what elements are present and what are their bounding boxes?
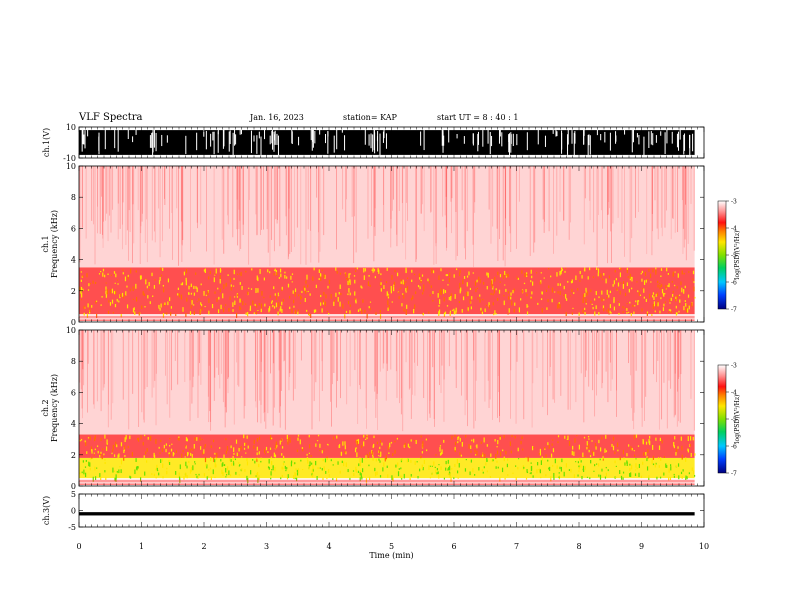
spectrogram-band-2-1	[79, 457, 695, 479]
xtick-label-0: 0	[76, 542, 81, 551]
ytick-label-2-0: 0	[71, 482, 76, 491]
spectrogram-band-1-1	[79, 267, 695, 315]
ytick-label-0-1: -10	[63, 154, 76, 163]
ytick-label-0-0: 10	[66, 123, 76, 132]
ytick-label-2-4: 8	[71, 357, 76, 366]
colorbar-tick-label-2-3: -6	[731, 444, 737, 451]
chart-start-ut: start UT = 8 : 40 : 1	[437, 113, 519, 122]
xtick-label-3: 3	[264, 542, 269, 551]
chart-title: VLF Spectra	[79, 112, 143, 123]
waveform-ch3-signal	[79, 512, 695, 516]
x-axis-label: Time (min)	[369, 551, 413, 560]
colorbar-tick-label-1-2: -5	[731, 253, 737, 260]
ytick-label-1-1: 2	[71, 287, 76, 296]
ytick-label-2-2: 4	[71, 420, 76, 429]
xtick-label-2: 2	[201, 542, 206, 551]
colorbar-tick-label-2-0: -3	[731, 363, 737, 370]
xtick-label-6: 6	[451, 542, 456, 551]
xtick-label-9: 9	[639, 542, 644, 551]
xtick-label-1: 1	[139, 542, 144, 551]
ytick-label-3-2: -5	[68, 523, 76, 532]
waveform-ch1-signal	[79, 127, 695, 160]
xtick-label-4: 4	[326, 542, 331, 551]
ylabel-1-line2: Frequency (kHz)	[50, 210, 59, 278]
ytick-label-1-4: 8	[71, 193, 76, 202]
xtick-label-10: 10	[699, 542, 709, 551]
colorbar-tick-label-2-1: -4	[731, 390, 737, 397]
ylabel-2-line1: ch.2	[41, 399, 50, 416]
ylabel-3: ch.3(V)	[42, 496, 51, 525]
ytick-label-1-3: 6	[71, 224, 76, 233]
colorbar-tick-label-1-3: -6	[731, 280, 737, 287]
xtick-label-8: 8	[576, 542, 581, 551]
colorbar-tick-label-1-0: -3	[731, 199, 737, 206]
ytick-label-3-0: 5	[71, 490, 76, 499]
ytick-label-3-1: 0	[71, 507, 76, 516]
colorbar-tick-label-1-1: -4	[731, 226, 737, 233]
ytick-label-2-3: 6	[71, 388, 76, 397]
colorbar-tick-label-2-2: -5	[731, 417, 737, 424]
ylabel-1-line1: ch.1	[41, 235, 50, 252]
chart-station: station= KAP	[343, 113, 397, 122]
spectrogram-texture-1	[79, 166, 696, 321]
ytick-label-1-0: 0	[71, 318, 76, 327]
spectrogram-band-1-0	[79, 317, 695, 322]
ytick-label-2-1: 2	[71, 451, 76, 460]
ytick-label-1-5: 10	[66, 162, 76, 171]
colorbar-label-2: log(PSD)(V²/Hz)	[734, 395, 741, 444]
ytick-label-1-2: 4	[71, 256, 76, 265]
ylabel-0: ch.1(V)	[42, 128, 51, 157]
colorbar-tick-label-1-4: -7	[731, 307, 737, 314]
spectrogram-band-2-0	[79, 481, 695, 486]
colorbar-label-1: log(PSD)(V²/Hz)	[734, 231, 741, 280]
xtick-label-7: 7	[514, 542, 519, 551]
ylabel-2-line2: Frequency (kHz)	[50, 374, 59, 442]
chart-date: Jan. 16, 2023	[250, 113, 304, 122]
colorbar-tick-label-2-4: -7	[731, 471, 737, 478]
spectrogram-band-1-2	[79, 166, 695, 268]
spectrogram-texture-2	[79, 330, 696, 485]
xtick-label-5: 5	[389, 542, 394, 551]
colorbar-1	[717, 200, 727, 310]
spectrogram-band-2-3	[79, 330, 695, 435]
colorbar-2	[717, 364, 727, 474]
ytick-label-2-5: 10	[66, 326, 76, 335]
